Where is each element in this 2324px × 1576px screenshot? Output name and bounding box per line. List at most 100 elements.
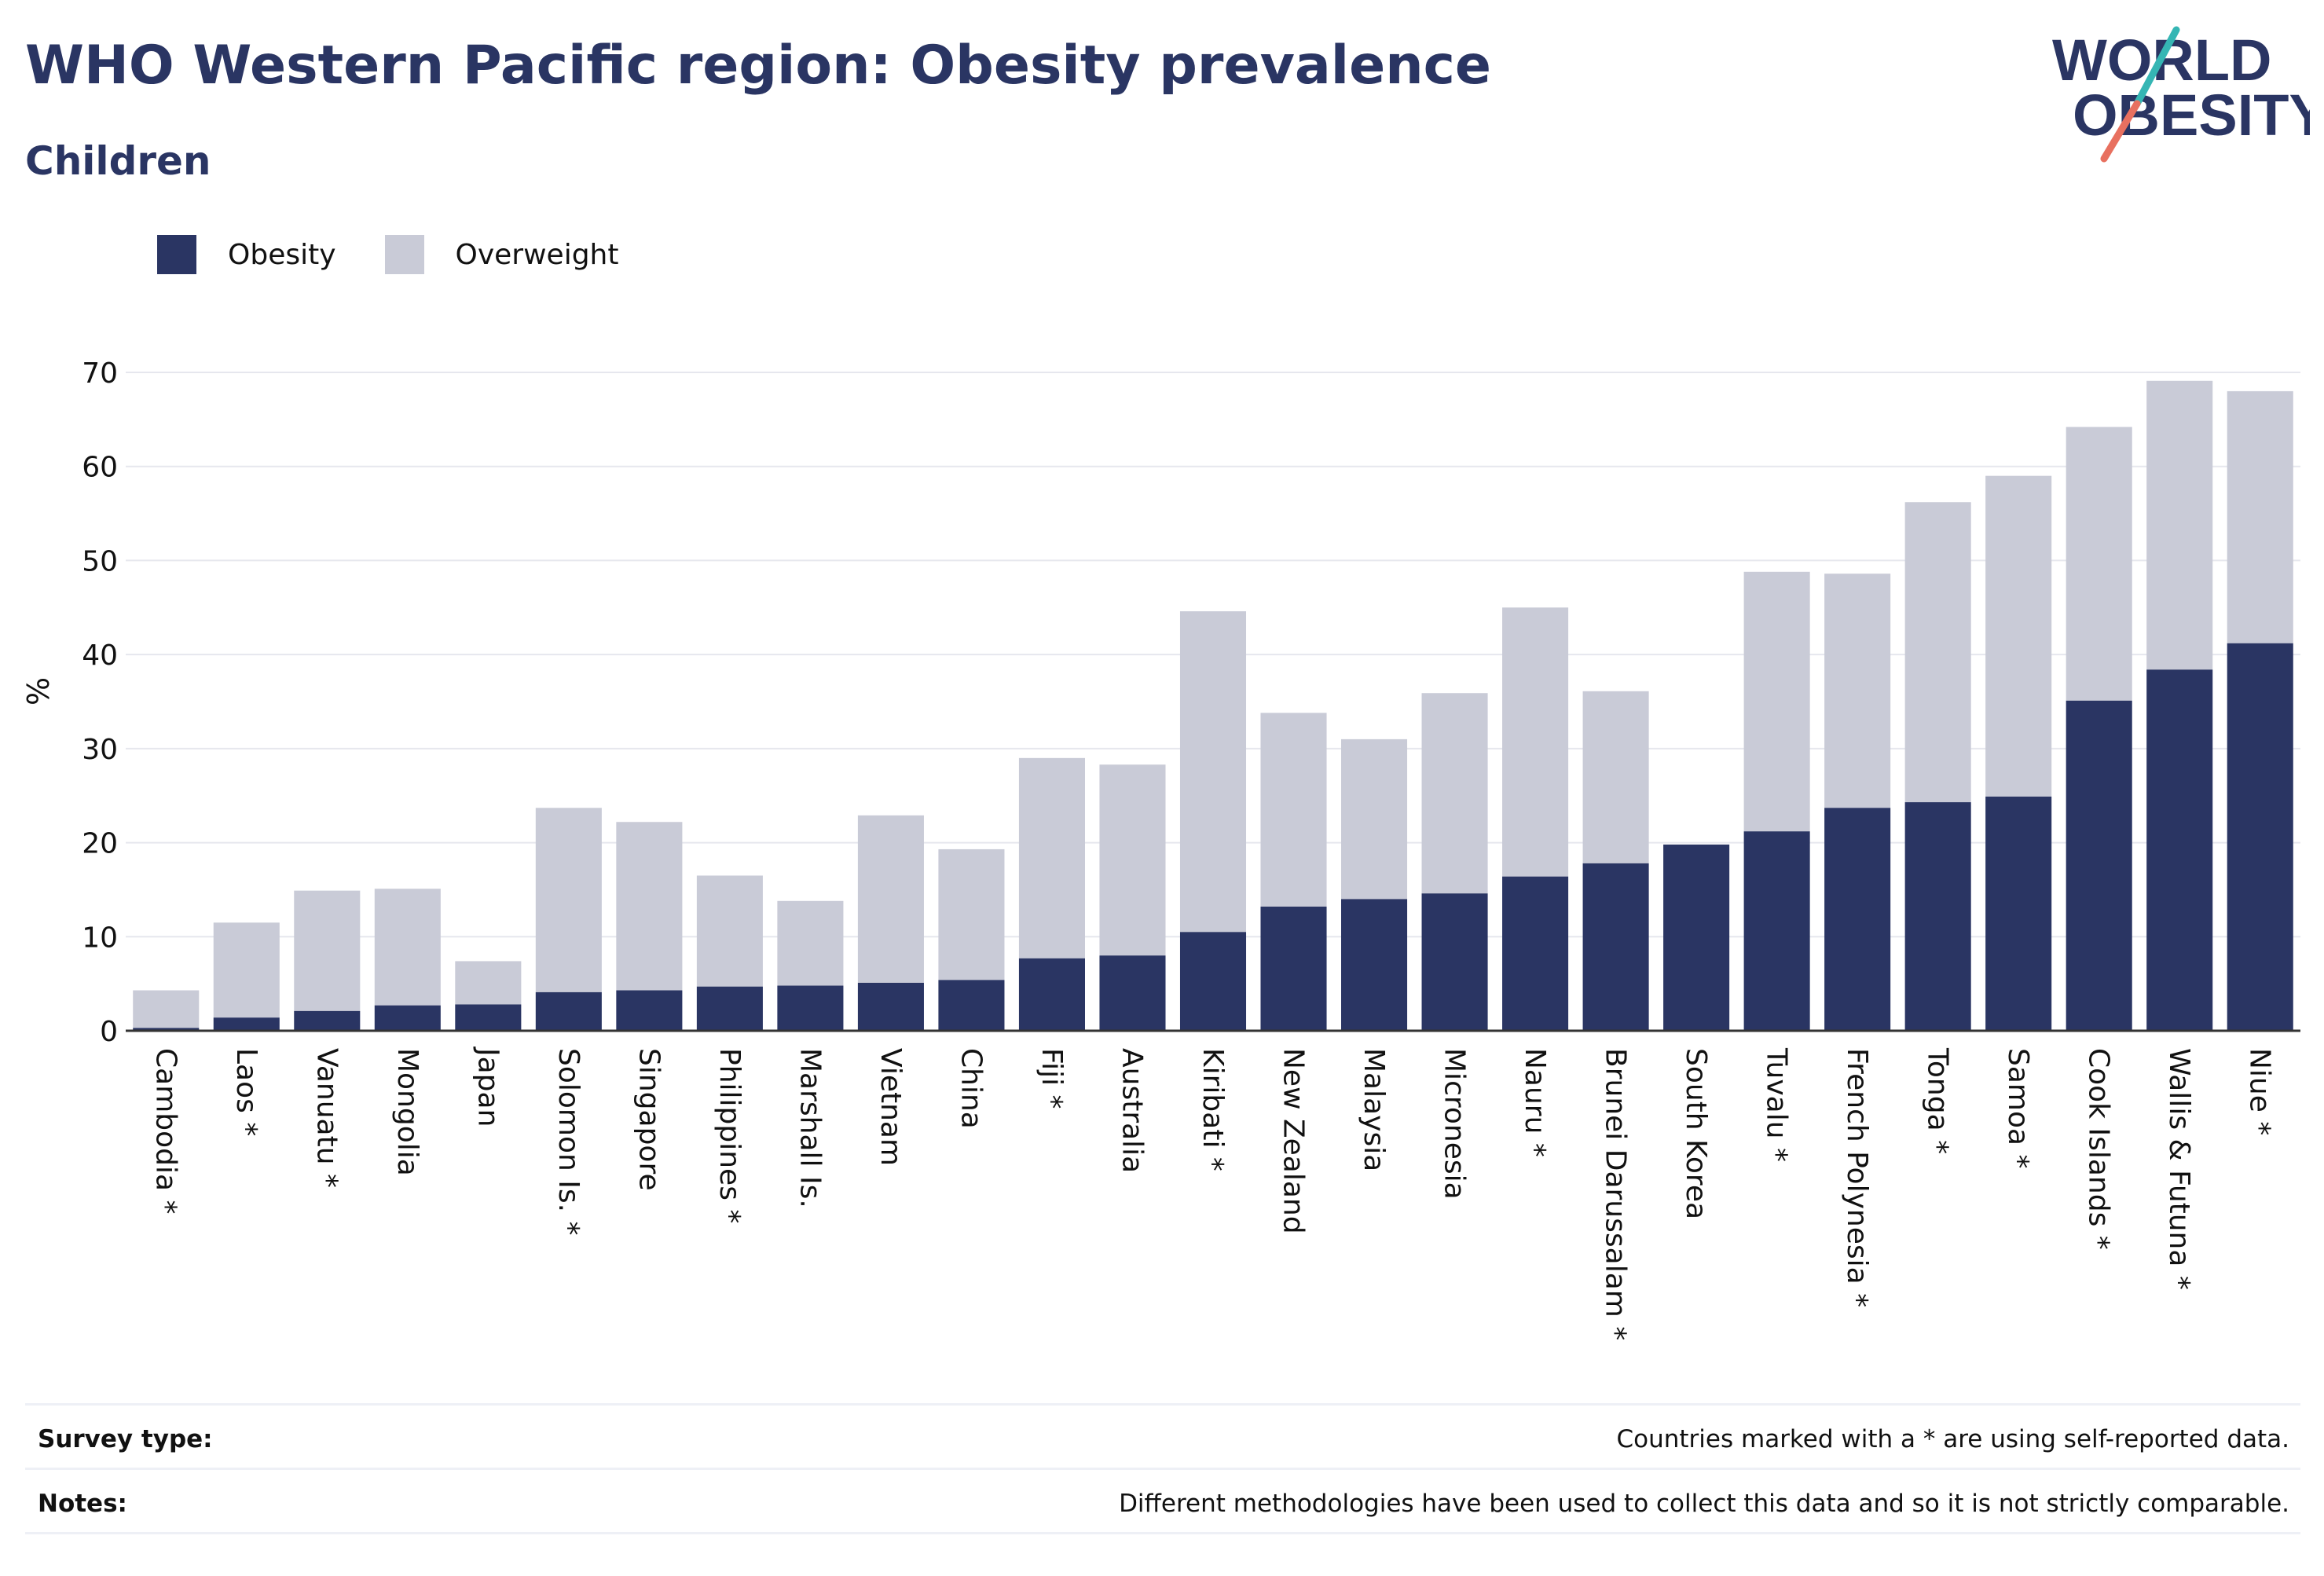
legend-item-obesity[interactable]: Obesity <box>157 235 336 274</box>
bar-overweight[interactable] <box>1502 607 1569 877</box>
bar-obesity[interactable] <box>616 990 683 1031</box>
bar-overweight[interactable] <box>2066 427 2132 701</box>
chart-subtitle: Children <box>25 138 211 184</box>
bar-overweight[interactable] <box>2146 380 2213 670</box>
x-tick-label: China <box>955 1048 987 1129</box>
bar-obesity[interactable] <box>857 982 924 1031</box>
bar-obesity[interactable] <box>1018 958 1085 1031</box>
bar-obesity[interactable] <box>1985 796 2052 1031</box>
x-tick-label: Kiribati * <box>1197 1048 1229 1171</box>
x-tick-label: Mongolia <box>391 1048 423 1176</box>
legend-label-obesity: Obesity <box>228 238 336 271</box>
x-tick-label: Cambodia * <box>149 1048 181 1215</box>
x-tick-label: Micronesia <box>1439 1048 1471 1200</box>
x-tick-label: Tonga * <box>1922 1047 1954 1154</box>
bar-overweight[interactable] <box>1904 502 1971 803</box>
x-tick-label: Samoa * <box>2002 1048 2034 1169</box>
x-tick-label: Philippines * <box>713 1048 746 1223</box>
bar-overweight[interactable] <box>1824 574 1891 808</box>
bar-overweight[interactable] <box>294 890 361 1011</box>
x-tick-label: New Zealand <box>1277 1048 1310 1234</box>
x-axis-ticks: Cambodia * Laos * Vanuatu * Mongolia Japan So… <box>149 1046 2275 1340</box>
bar-obesity[interactable] <box>1743 831 1810 1031</box>
y-axis-label: % <box>21 677 56 706</box>
bar-obesity[interactable] <box>1341 899 1408 1031</box>
x-tick-label: Singapore <box>632 1048 665 1191</box>
bar-obesity[interactable] <box>1582 863 1649 1031</box>
survey-type-label: Survey type: <box>38 1425 213 1453</box>
bar-obesity[interactable] <box>1663 844 1730 1031</box>
bar-obesity[interactable] <box>535 991 602 1031</box>
x-tick-label: Tuvalu * <box>1761 1047 1793 1162</box>
bar-overweight[interactable] <box>374 889 441 1006</box>
bar-obesity[interactable] <box>696 986 763 1031</box>
bar-overweight[interactable] <box>1099 764 1166 956</box>
x-tick-label: French Polynesia * <box>1841 1048 1873 1307</box>
bar-obesity[interactable] <box>1099 955 1166 1031</box>
y-tick-label: 40 <box>82 640 118 672</box>
bar-overweight[interactable] <box>2227 390 2293 643</box>
x-tick-label: Laos * <box>230 1048 262 1136</box>
bar-overweight[interactable] <box>616 822 683 991</box>
x-tick-label: South Korea <box>1680 1048 1712 1219</box>
logo-text-obesity: OBESITY <box>2073 82 2310 148</box>
bar-overweight[interactable] <box>696 875 763 987</box>
bar-overweight[interactable] <box>1421 693 1488 894</box>
x-tick-label: Fiji * <box>1036 1048 1068 1109</box>
legend-label-overweight: Overweight <box>455 238 619 271</box>
bar-obesity[interactable] <box>374 1005 441 1031</box>
bar-obesity[interactable] <box>1421 893 1488 1031</box>
bar-obesity[interactable] <box>294 1010 361 1031</box>
notes-text: Different methodologies have been used t… <box>1119 1490 2289 1518</box>
x-tick-label: Wallis & Futuna * <box>2163 1048 2195 1290</box>
bar-obesity[interactable] <box>938 980 1005 1031</box>
bar-overweight[interactable] <box>1179 611 1247 933</box>
bar-overweight[interactable] <box>1260 713 1327 907</box>
bar-obesity[interactable] <box>1179 932 1247 1031</box>
bar-overweight[interactable] <box>455 961 522 1005</box>
bar-obesity[interactable] <box>2146 669 2213 1031</box>
y-tick-label: 70 <box>82 357 118 390</box>
footer-divider-middle <box>25 1468 2300 1470</box>
bar-obesity[interactable] <box>133 1028 200 1031</box>
x-tick-label: Australia <box>1116 1048 1148 1173</box>
logo-slash-teal <box>2133 26 2180 108</box>
bar-obesity[interactable] <box>2066 700 2132 1031</box>
x-tick-label: Vietnam <box>874 1048 907 1166</box>
bar-obesity[interactable] <box>213 1017 280 1031</box>
footer-divider-top <box>25 1403 2300 1406</box>
legend-item-overweight[interactable]: Overweight <box>384 235 619 274</box>
bar-obesity[interactable] <box>1502 876 1569 1031</box>
y-tick-label: 50 <box>82 545 118 577</box>
bar-overweight[interactable] <box>1985 475 2052 797</box>
footer-survey-row: Survey type: Countries marked with a * a… <box>38 1424 2289 1455</box>
bar-obesity[interactable] <box>2227 643 2293 1031</box>
bar-overweight[interactable] <box>1582 691 1649 863</box>
world-obesity-logo: WORLD OBESITY <box>2052 26 2310 163</box>
x-tick-label: Marshall Is. <box>794 1048 826 1208</box>
bar-obesity[interactable] <box>777 985 844 1031</box>
bar-overweight[interactable] <box>1341 739 1408 900</box>
bar-overweight[interactable] <box>938 848 1005 980</box>
chart-legend: Obesity Overweight <box>157 233 667 277</box>
survey-type-text: Countries marked with a * are using self… <box>1616 1425 2290 1453</box>
bar-obesity[interactable] <box>1260 906 1327 1031</box>
y-axis-ticks: 0 10 20 30 40 50 60 70 <box>82 357 118 1048</box>
notes-label: Notes: <box>38 1490 127 1518</box>
bar-overweight[interactable] <box>1743 571 1810 832</box>
bar-obesity[interactable] <box>1824 808 1891 1031</box>
bar-chart: 0 10 20 30 40 50 60 70 % Cambodia * Laos * Vanuat… <box>21 357 2300 1340</box>
footer-notes-row: Notes: Different methodologies have been… <box>38 1488 2289 1519</box>
bar-overweight[interactable] <box>777 900 844 986</box>
bar-overweight[interactable] <box>1018 757 1085 958</box>
y-tick-label: 30 <box>82 734 118 766</box>
bar-overweight[interactable] <box>535 808 602 992</box>
y-tick-label: 20 <box>82 828 118 860</box>
bar-obesity[interactable] <box>455 1004 522 1031</box>
bar-overweight[interactable] <box>133 990 200 1028</box>
bar-obesity[interactable] <box>1904 802 1971 1031</box>
footer-divider-bottom <box>25 1532 2300 1534</box>
bar-overweight[interactable] <box>857 815 924 983</box>
bar-overweight[interactable] <box>213 922 280 1018</box>
bars <box>133 380 2293 1031</box>
